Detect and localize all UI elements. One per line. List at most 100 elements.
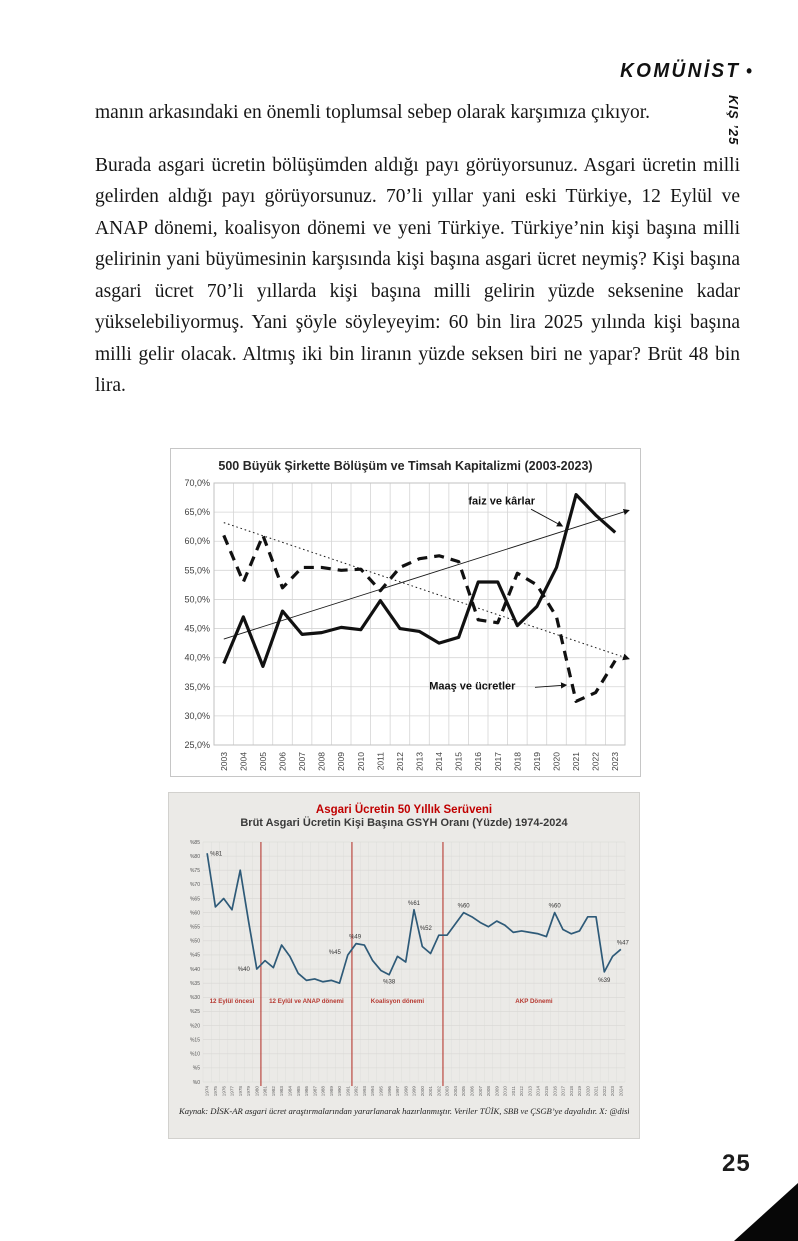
svg-text:1975: 1975	[213, 1086, 218, 1097]
svg-text:1984: 1984	[287, 1086, 292, 1097]
svg-text:%50: %50	[190, 939, 200, 945]
svg-text:2010: 2010	[356, 752, 366, 771]
svg-text:2003: 2003	[219, 752, 229, 771]
svg-text:Maaş ve ücretler: Maaş ve ücretler	[429, 681, 516, 693]
page-number: 25	[722, 1150, 751, 1177]
svg-text:2013: 2013	[527, 1086, 532, 1097]
svg-text:2012: 2012	[395, 752, 405, 771]
svg-text:2002: 2002	[436, 1086, 441, 1097]
svg-text:12 Eylül öncesi: 12 Eylül öncesi	[210, 998, 255, 1005]
svg-text:2016: 2016	[552, 1086, 557, 1097]
svg-text:%61: %61	[408, 901, 421, 907]
svg-text:%75: %75	[190, 868, 200, 874]
svg-text:1991: 1991	[345, 1086, 350, 1097]
svg-text:2019: 2019	[577, 1086, 582, 1097]
svg-text:2001: 2001	[428, 1086, 433, 1097]
svg-text:%60: %60	[458, 904, 471, 910]
svg-text:2014: 2014	[536, 1086, 541, 1097]
svg-text:1986: 1986	[304, 1086, 309, 1097]
svg-text:%49: %49	[349, 935, 362, 941]
svg-text:%5: %5	[193, 1066, 200, 1072]
svg-text:2019: 2019	[532, 752, 542, 771]
chart2-subtitle: Brüt Asgari Ücretin Kişi Başına GSYH Ora…	[240, 817, 568, 829]
svg-text:2013: 2013	[415, 752, 425, 771]
masthead: KOMÜNİST •	[620, 60, 754, 83]
svg-text:2007: 2007	[297, 752, 307, 771]
svg-text:%65: %65	[190, 896, 200, 902]
svg-text:2011: 2011	[375, 752, 385, 771]
svg-text:60,0%: 60,0%	[184, 536, 210, 546]
figure-profit-share-chart: 500 Büyük Şirkette Bölüşüm ve Timsah Kap…	[170, 448, 641, 777]
svg-text:%0: %0	[193, 1080, 200, 1086]
svg-text:55,0%: 55,0%	[184, 565, 210, 575]
svg-text:1978: 1978	[238, 1086, 243, 1097]
svg-text:2018: 2018	[512, 752, 522, 771]
svg-text:1989: 1989	[329, 1086, 334, 1097]
svg-text:1993: 1993	[362, 1086, 367, 1097]
svg-text:2017: 2017	[561, 1086, 566, 1097]
svg-text:2008: 2008	[486, 1086, 491, 1097]
svg-text:35,0%: 35,0%	[184, 682, 210, 692]
svg-text:1990: 1990	[337, 1086, 342, 1097]
svg-text:%35: %35	[190, 981, 200, 987]
svg-text:%47: %47	[617, 940, 630, 946]
chart1-plot: 25,0% 30,0% 35,0% 40,0% 45,0% 50,0% 55,0% 60,0%…	[184, 478, 630, 771]
svg-text:45,0%: 45,0%	[184, 624, 210, 634]
svg-text:2014: 2014	[434, 752, 444, 771]
svg-text:1987: 1987	[312, 1086, 317, 1097]
svg-text:2000: 2000	[420, 1086, 425, 1097]
svg-text:%60: %60	[190, 910, 200, 916]
article-text: manın arkasındaki en önemli toplumsal se…	[95, 97, 740, 423]
svg-text:%15: %15	[190, 1037, 200, 1043]
svg-text:2018: 2018	[569, 1086, 574, 1097]
svg-text:%40: %40	[190, 967, 200, 973]
svg-text:70,0%: 70,0%	[184, 478, 210, 488]
svg-text:%38: %38	[383, 980, 396, 986]
svg-text:2022: 2022	[591, 752, 601, 771]
svg-text:2020: 2020	[552, 752, 562, 771]
svg-text:2023: 2023	[610, 752, 620, 771]
svg-text:1983: 1983	[279, 1086, 284, 1097]
svg-text:1979: 1979	[246, 1086, 251, 1097]
svg-text:12 Eylül ve ANAP dönemi: 12 Eylül ve ANAP dönemi	[269, 998, 344, 1005]
svg-text:%10: %10	[190, 1052, 200, 1058]
svg-text:1981: 1981	[263, 1086, 268, 1097]
svg-text:2011: 2011	[511, 1086, 516, 1096]
svg-text:30,0%: 30,0%	[184, 711, 210, 721]
svg-text:1999: 1999	[412, 1086, 417, 1097]
svg-text:25,0%: 25,0%	[184, 740, 210, 750]
svg-text:2007: 2007	[478, 1086, 483, 1097]
svg-text:1976: 1976	[221, 1086, 226, 1097]
svg-text:%30: %30	[190, 995, 200, 1001]
svg-text:%45: %45	[329, 950, 342, 956]
svg-text:2023: 2023	[610, 1086, 615, 1097]
svg-text:1998: 1998	[403, 1086, 408, 1097]
chart2-source-caption: Kaynak: DİSK-AR asgari ücret araştırmala…	[179, 1106, 629, 1116]
chart2-title: Asgari Ücretin 50 Yıllık Serüveni	[315, 804, 493, 816]
svg-text:2009: 2009	[336, 752, 346, 771]
svg-text:%70: %70	[190, 882, 200, 888]
svg-text:2022: 2022	[602, 1086, 607, 1097]
svg-text:1994: 1994	[370, 1086, 375, 1097]
svg-text:%85: %85	[190, 840, 200, 846]
svg-text:2003: 2003	[445, 1086, 450, 1097]
svg-text:%45: %45	[190, 953, 200, 959]
svg-text:50,0%: 50,0%	[184, 594, 210, 604]
svg-text:2004: 2004	[453, 1086, 458, 1097]
svg-text:%25: %25	[190, 1009, 200, 1015]
svg-text:2005: 2005	[461, 1086, 466, 1097]
svg-text:40,0%: 40,0%	[184, 653, 210, 663]
masthead-title: KOMÜNİST	[619, 60, 740, 82]
svg-text:2020: 2020	[585, 1086, 590, 1097]
svg-text:1995: 1995	[379, 1086, 384, 1097]
svg-text:2012: 2012	[519, 1086, 524, 1097]
svg-text:2024: 2024	[618, 1086, 623, 1097]
svg-text:%60: %60	[549, 904, 562, 910]
svg-text:2015: 2015	[454, 752, 464, 771]
svg-text:2005: 2005	[258, 752, 268, 771]
svg-text:faiz ve kârlar: faiz ve kârlar	[468, 496, 535, 508]
svg-text:1974: 1974	[205, 1086, 210, 1097]
svg-text:%80: %80	[190, 854, 200, 860]
svg-text:2008: 2008	[317, 752, 327, 771]
